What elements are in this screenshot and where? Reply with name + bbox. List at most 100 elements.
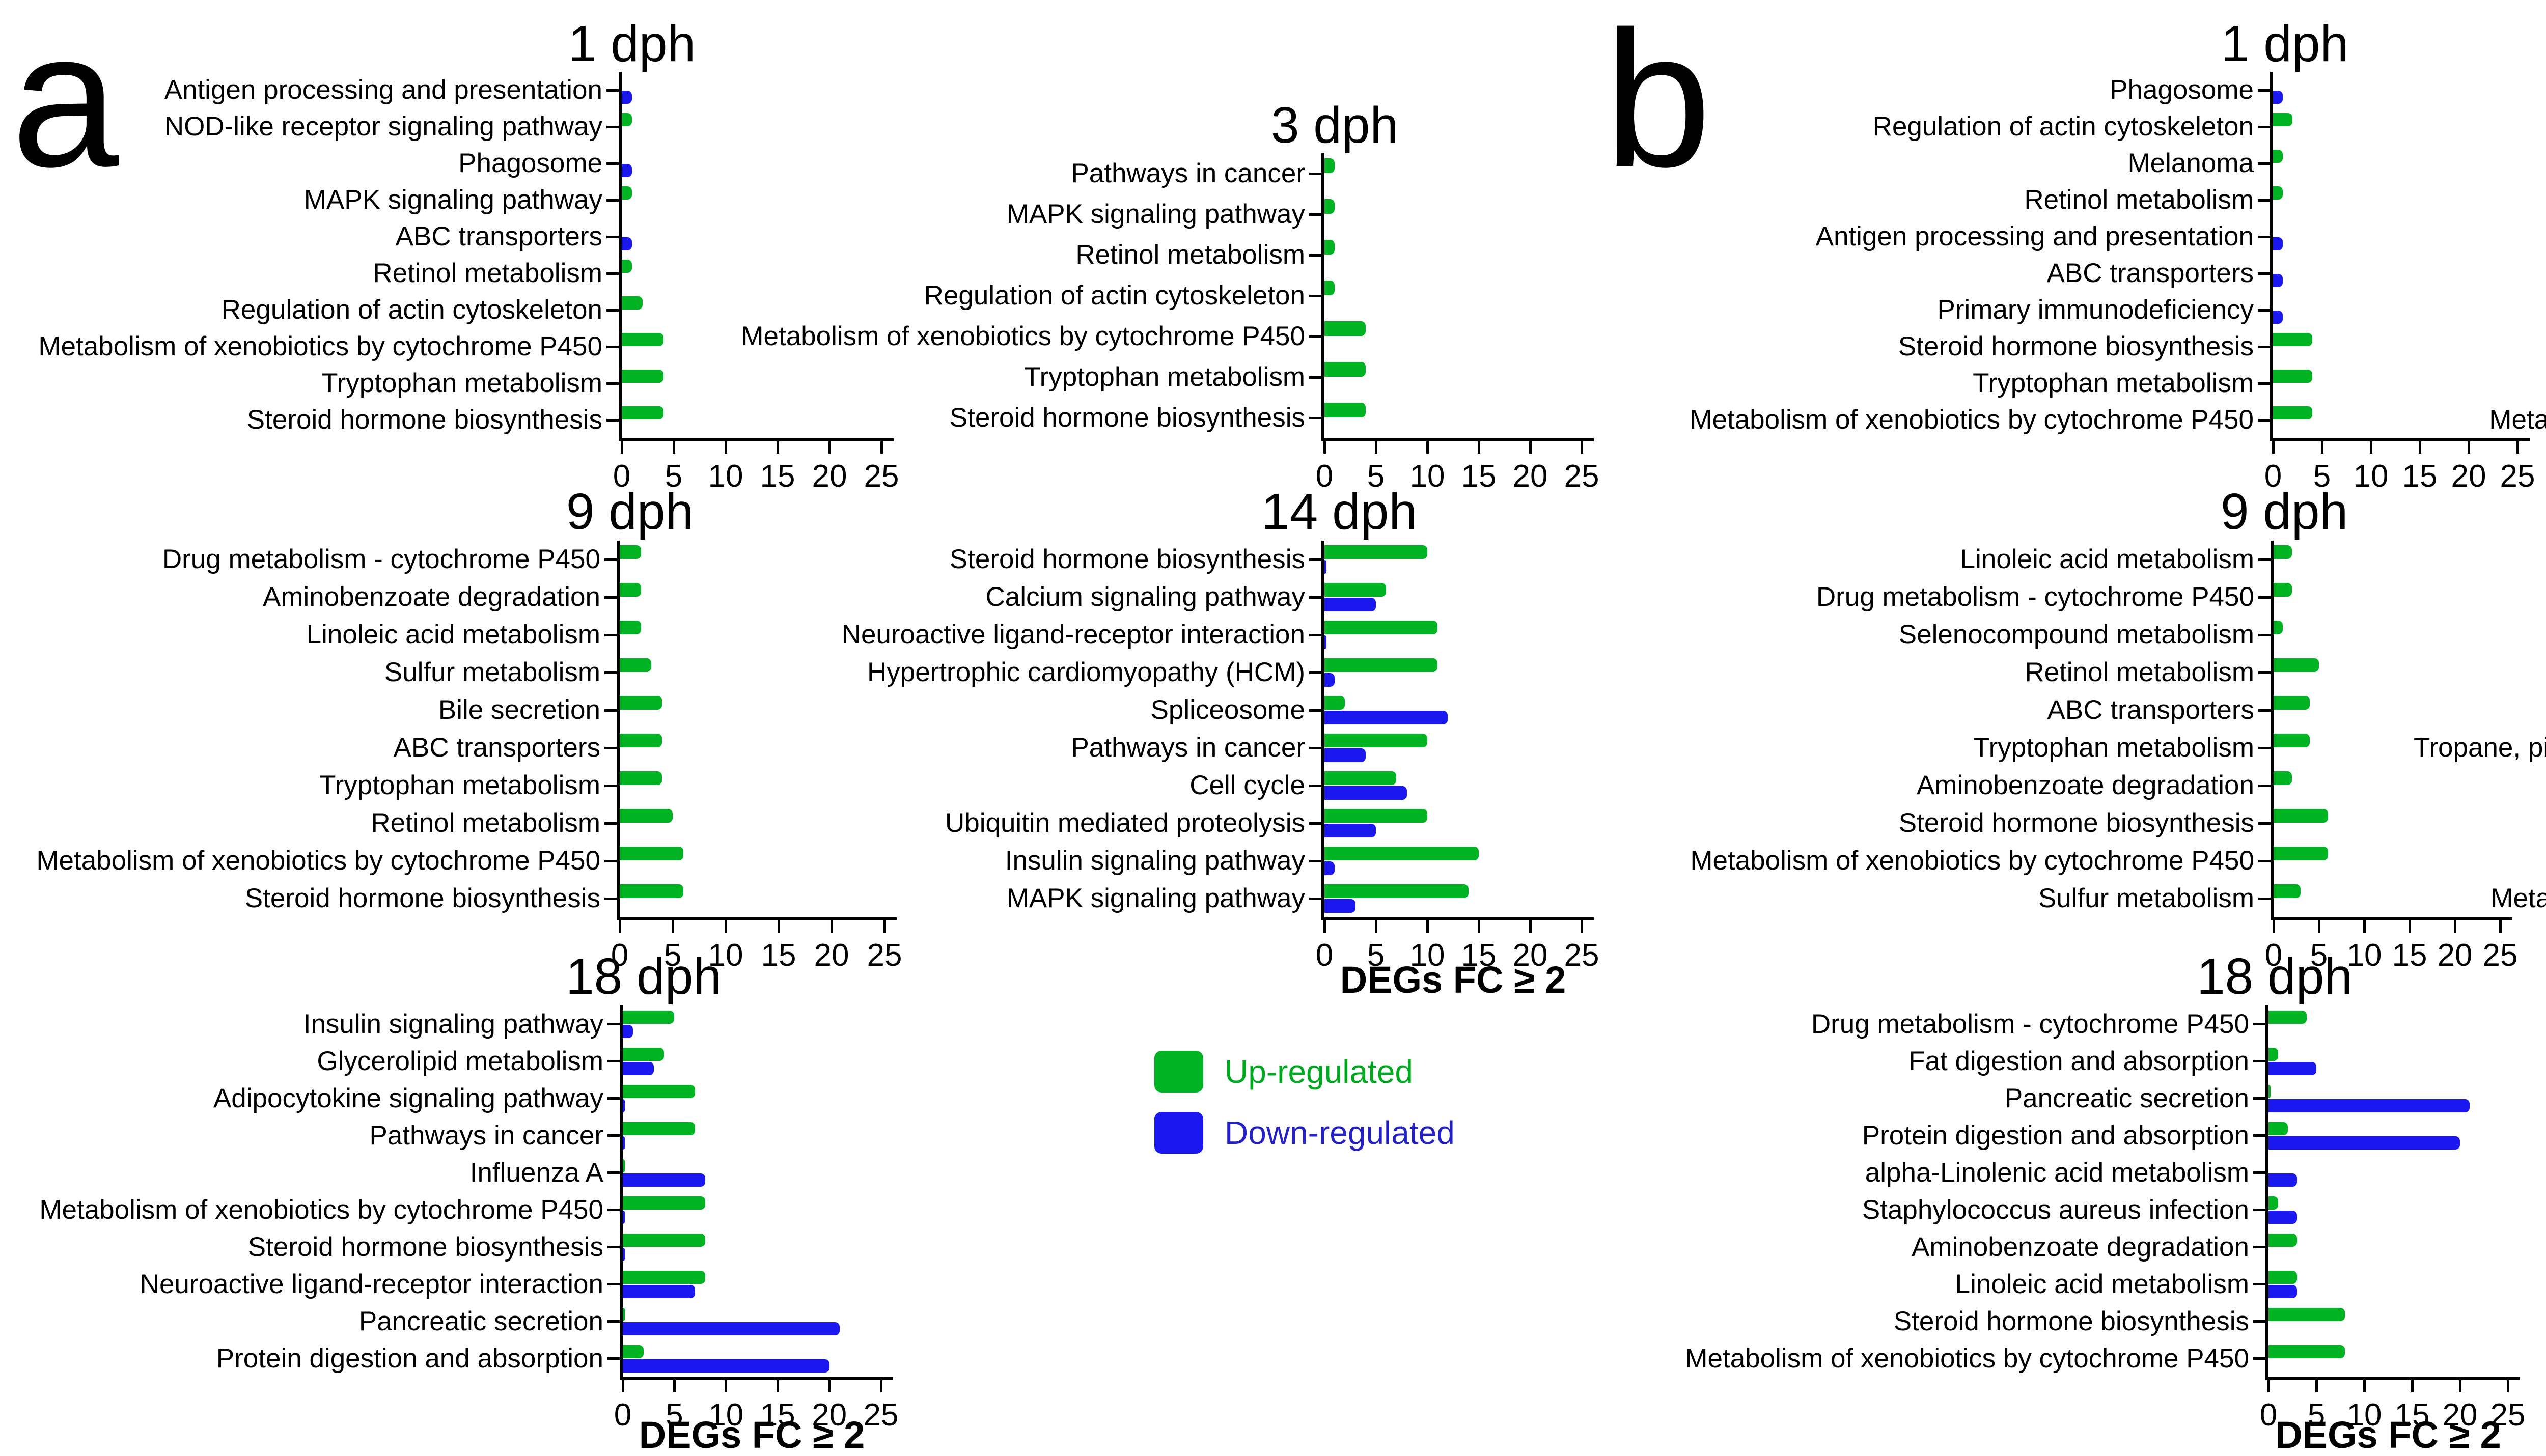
category-tick-mark: [2258, 89, 2270, 92]
category-label: Metabolism of xenobiotics by cytochrome …: [38, 331, 602, 362]
category-tick-mark: [2258, 199, 2270, 202]
category-label: Drug metabolism - cytochrome P450: [1816, 582, 2254, 612]
bar-up: [2274, 809, 2328, 823]
x-tick-label: 20: [2437, 938, 2473, 973]
bar-up: [623, 1345, 644, 1358]
category-label: Metabolism of xenobiotics by cytochrome …: [1685, 1343, 2249, 1374]
x-tick-mark: [2272, 441, 2275, 454]
category-label: Steroid hormone biosynthesis: [949, 544, 1305, 575]
x-tick-mark: [1529, 441, 1532, 454]
x-tick-mark: [1477, 441, 1480, 454]
bar-down: [2268, 1173, 2298, 1187]
category-tick-mark: [606, 162, 619, 165]
bar-up: [620, 658, 652, 672]
bar-down: [2273, 311, 2283, 324]
category-label: Bile secretion: [438, 695, 600, 725]
x-axis-label: DEGs FC ≥ 2: [2275, 1414, 2501, 1456]
x-tick-mark: [672, 441, 675, 454]
category-tick-mark: [2253, 1209, 2265, 1211]
category-tick-mark: [604, 746, 617, 749]
legend-down-label: Down-regulated: [1225, 1114, 1455, 1151]
category-tick-mark: [2258, 746, 2271, 749]
x-tick-mark: [2369, 441, 2372, 454]
x-tick-mark: [776, 441, 779, 454]
category-label: Protein digestion and absorption: [216, 1343, 603, 1374]
category-label: Regulation of actin cytoskeleton: [1872, 111, 2254, 142]
x-tick-mark: [2418, 441, 2421, 454]
category-label: Antigen processing and presentation: [164, 75, 602, 105]
category-tick-mark: [1309, 897, 1321, 900]
category-label: Selenocompound metabolism: [1898, 620, 2254, 650]
category-tick-mark: [2253, 1320, 2265, 1323]
category-label: Ubiquitin mediated proteolysis: [945, 808, 1305, 838]
x-axis-line: [2271, 917, 2512, 920]
category-tick-mark: [606, 309, 619, 312]
chart-title: 18 dph: [566, 948, 722, 1005]
bar-up: [623, 1047, 665, 1061]
category-tick-mark: [2253, 1097, 2265, 1100]
category-tick-mark: [2258, 382, 2270, 385]
x-tick-label: 20: [812, 459, 847, 494]
category-label: Metabolism of xenobiotics by cytochrome …: [1690, 846, 2254, 876]
category-tick-mark: [607, 1320, 620, 1323]
category-label: Influenza A: [469, 1157, 603, 1188]
bar-up: [2268, 1084, 2271, 1098]
category-label: Glycerolipid metabolism: [317, 1046, 603, 1076]
chart-title: 14 dph: [1261, 483, 1417, 540]
x-tick-label: 5: [663, 938, 682, 973]
bar-up: [1324, 281, 1335, 295]
category-tick-mark: [2258, 784, 2271, 787]
category-label: Pancreatic secretion: [2004, 1083, 2249, 1113]
bar-up: [2273, 333, 2312, 346]
category-label: Hypertrophic cardiomyopathy (HCM): [867, 657, 1305, 688]
category-tick-mark: [2258, 633, 2271, 636]
bar-down: [1324, 673, 1335, 687]
category-label: Pancreatic secretion: [358, 1306, 603, 1336]
category-tick-mark: [604, 558, 617, 561]
category-tick-mark: [606, 382, 619, 385]
category-tick-mark: [604, 784, 617, 787]
category-label: Protein digestion and absorption: [1862, 1120, 2249, 1151]
bar-up: [2268, 1122, 2288, 1135]
category-tick-mark: [2253, 1246, 2265, 1248]
category-label: Tryptophan metabolism: [321, 368, 602, 399]
category-label: Tryptophan metabolism: [319, 770, 600, 801]
category-label: Staphylococcus aureus infection: [1862, 1194, 2249, 1225]
category-tick-mark: [606, 199, 619, 202]
bar-up: [2268, 1047, 2278, 1061]
x-tick-label: 25: [863, 1397, 899, 1433]
category-tick-mark: [2253, 1023, 2265, 1025]
bar-up: [2274, 621, 2283, 634]
category-tick-mark: [1309, 254, 1321, 257]
chart-title: 18 dph: [2197, 948, 2353, 1005]
category-label: MAPK signaling pathway: [303, 185, 602, 215]
x-tick-mark: [828, 441, 831, 454]
x-tick-mark: [725, 1380, 728, 1392]
x-tick-label: 5: [2310, 938, 2328, 973]
category-label: Steroid hormone biosynthesis: [1898, 331, 2254, 362]
category-label: Sulfur metabolism: [2038, 883, 2254, 914]
up-regulated-swatch-icon: [1154, 1051, 1203, 1093]
category-label: Steroid hormone biosynthesis: [247, 1231, 603, 1262]
bar-up: [1324, 809, 1427, 823]
x-tick-mark: [671, 920, 674, 933]
bar-up: [2274, 884, 2301, 898]
x-tick-mark: [1426, 920, 1429, 933]
x-tick-label: 20: [814, 938, 849, 973]
y-axis-line: [2271, 541, 2274, 920]
category-tick-mark: [2258, 235, 2270, 238]
bar-up: [1324, 158, 1335, 173]
bar-up: [2274, 771, 2292, 785]
bar-down: [623, 1322, 840, 1335]
bar-down: [1324, 748, 1366, 762]
bar-down: [2273, 91, 2283, 104]
bar-down: [2268, 1210, 2298, 1224]
x-tick-mark: [880, 441, 883, 454]
bar-down: [623, 1359, 829, 1373]
x-axis-line: [2265, 1377, 2520, 1380]
bar-up: [2273, 113, 2293, 126]
bar-up: [2268, 1196, 2278, 1210]
panel-letter-b: b: [1604, 0, 1712, 207]
bar-down: [622, 91, 632, 104]
x-tick-label: 25: [2482, 938, 2518, 973]
